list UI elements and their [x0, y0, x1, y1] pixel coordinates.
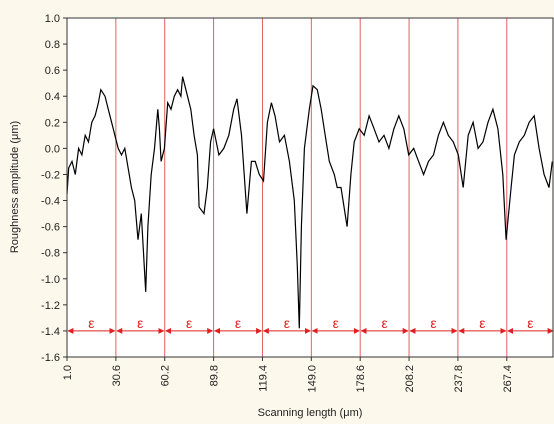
y-tick-label: -0.8 — [41, 248, 60, 260]
y-tick-label: -0.4 — [41, 196, 60, 208]
x-tick-label: 89.8 — [209, 365, 221, 386]
x-tick-label: 208.2 — [404, 365, 416, 393]
x-tick-label: 237.8 — [453, 365, 465, 393]
x-tick-label: 60.2 — [160, 365, 172, 386]
y-tick-label: 0.2 — [45, 117, 60, 129]
y-tick-label: -0.2 — [41, 169, 60, 181]
profile-line — [66, 76, 553, 329]
y-tick-label: 1.0 — [45, 13, 60, 25]
x-tick-label: 178.6 — [355, 365, 367, 393]
y-tick-label: -1.0 — [41, 274, 60, 286]
y-tick-label: -0.6 — [41, 222, 60, 234]
epsilon-label: ε — [137, 315, 143, 331]
x-tick-label: 1.0 — [62, 365, 74, 380]
y-tick-label: 0.4 — [45, 91, 60, 103]
epsilon-label: ε — [186, 315, 192, 331]
y-tick-label: -1.2 — [41, 300, 60, 312]
x-tick-label: 149.0 — [306, 365, 318, 393]
plot-frame — [66, 17, 554, 358]
y-tick-label: -1.4 — [41, 326, 60, 338]
y-tick-label: 0.8 — [45, 39, 60, 51]
epsilon-label: ε — [284, 315, 290, 331]
y-tick-label: 0.0 — [45, 143, 60, 155]
x-axis-label: Scanning length (μm) — [258, 407, 363, 419]
epsilon-label: ε — [333, 315, 339, 331]
y-tick-label: 0.6 — [45, 65, 60, 77]
x-tick-label: 30.6 — [111, 365, 123, 386]
x-tick-label: 267.4 — [502, 365, 514, 393]
x-tick-label: 119.4 — [257, 365, 269, 392]
y-tick-label: -1.6 — [41, 352, 60, 364]
epsilon-label: ε — [479, 315, 485, 331]
epsilon-label: ε — [381, 315, 387, 331]
epsilon-label: ε — [527, 315, 533, 331]
epsilon-label: ε — [430, 315, 436, 331]
plot-area — [67, 18, 553, 357]
epsilon-label: ε — [235, 315, 241, 331]
y-axis-label: Roughness amplitude (μm) — [9, 121, 21, 253]
epsilon-label: ε — [88, 315, 94, 331]
